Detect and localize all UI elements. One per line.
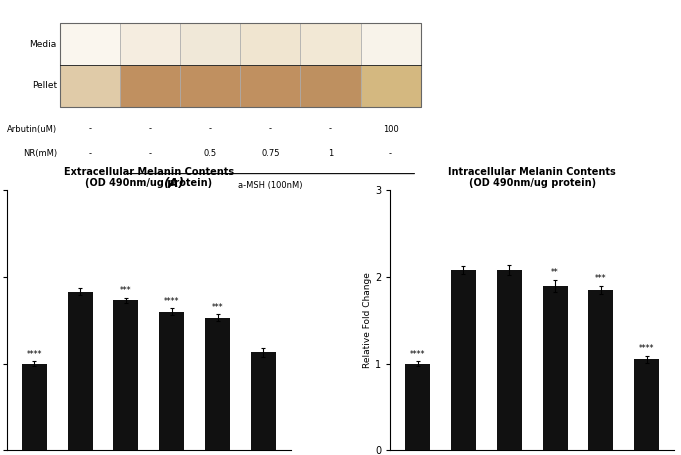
Bar [496, 270, 522, 450]
Text: a-MSH (100nM): a-MSH (100nM) [238, 181, 302, 190]
Text: -: - [329, 125, 332, 133]
Text: -: - [148, 125, 152, 133]
Bar [634, 359, 659, 450]
Text: 0.5: 0.5 [204, 149, 217, 158]
Bar [159, 312, 185, 450]
Bar [205, 318, 230, 450]
FancyBboxPatch shape [300, 65, 360, 107]
Text: -: - [89, 125, 92, 133]
Text: -: - [148, 149, 152, 158]
Text: **: ** [551, 268, 559, 277]
Bar [113, 300, 138, 450]
FancyBboxPatch shape [180, 65, 240, 107]
FancyBboxPatch shape [240, 23, 300, 65]
Text: 1: 1 [328, 149, 333, 158]
Text: -: - [389, 149, 392, 158]
Text: ***: *** [595, 274, 607, 283]
FancyBboxPatch shape [360, 23, 421, 65]
Title: Intracellular Melanin Contents
(OD 490nm/ug protein): Intracellular Melanin Contents (OD 490nm… [448, 167, 616, 188]
Y-axis label: Relative Fold Change: Relative Fold Change [363, 273, 372, 369]
Text: Arbutin(uM): Arbutin(uM) [7, 125, 57, 133]
FancyBboxPatch shape [121, 23, 180, 65]
Bar [405, 364, 430, 450]
Bar [60, 23, 421, 107]
FancyBboxPatch shape [240, 65, 300, 107]
Text: ****: **** [410, 349, 426, 359]
Title: Extracellular Melanin Contents
(OD 490nm/ug protein): Extracellular Melanin Contents (OD 490nm… [64, 167, 234, 188]
Text: 0.75: 0.75 [262, 149, 280, 158]
Bar [67, 292, 93, 450]
Bar [451, 270, 476, 450]
Text: Media: Media [29, 40, 57, 49]
Text: 100: 100 [383, 125, 398, 133]
Bar [251, 353, 276, 450]
Text: (A): (A) [163, 177, 185, 190]
Text: ****: **** [164, 297, 180, 306]
Bar [543, 286, 568, 450]
Text: -: - [269, 125, 272, 133]
FancyBboxPatch shape [360, 65, 421, 107]
Text: -: - [89, 149, 92, 158]
Text: ****: **** [639, 344, 654, 354]
FancyBboxPatch shape [60, 23, 121, 65]
Bar [588, 290, 614, 450]
FancyBboxPatch shape [300, 23, 360, 65]
Text: Pellet: Pellet [32, 81, 57, 91]
FancyBboxPatch shape [180, 23, 240, 65]
Text: NR(mM): NR(mM) [22, 149, 57, 158]
Text: ***: *** [120, 286, 131, 295]
Bar [22, 364, 47, 450]
Text: -: - [209, 125, 212, 133]
Text: ***: *** [212, 303, 223, 312]
FancyBboxPatch shape [121, 65, 180, 107]
Text: ****: **** [27, 349, 42, 359]
FancyBboxPatch shape [60, 65, 121, 107]
